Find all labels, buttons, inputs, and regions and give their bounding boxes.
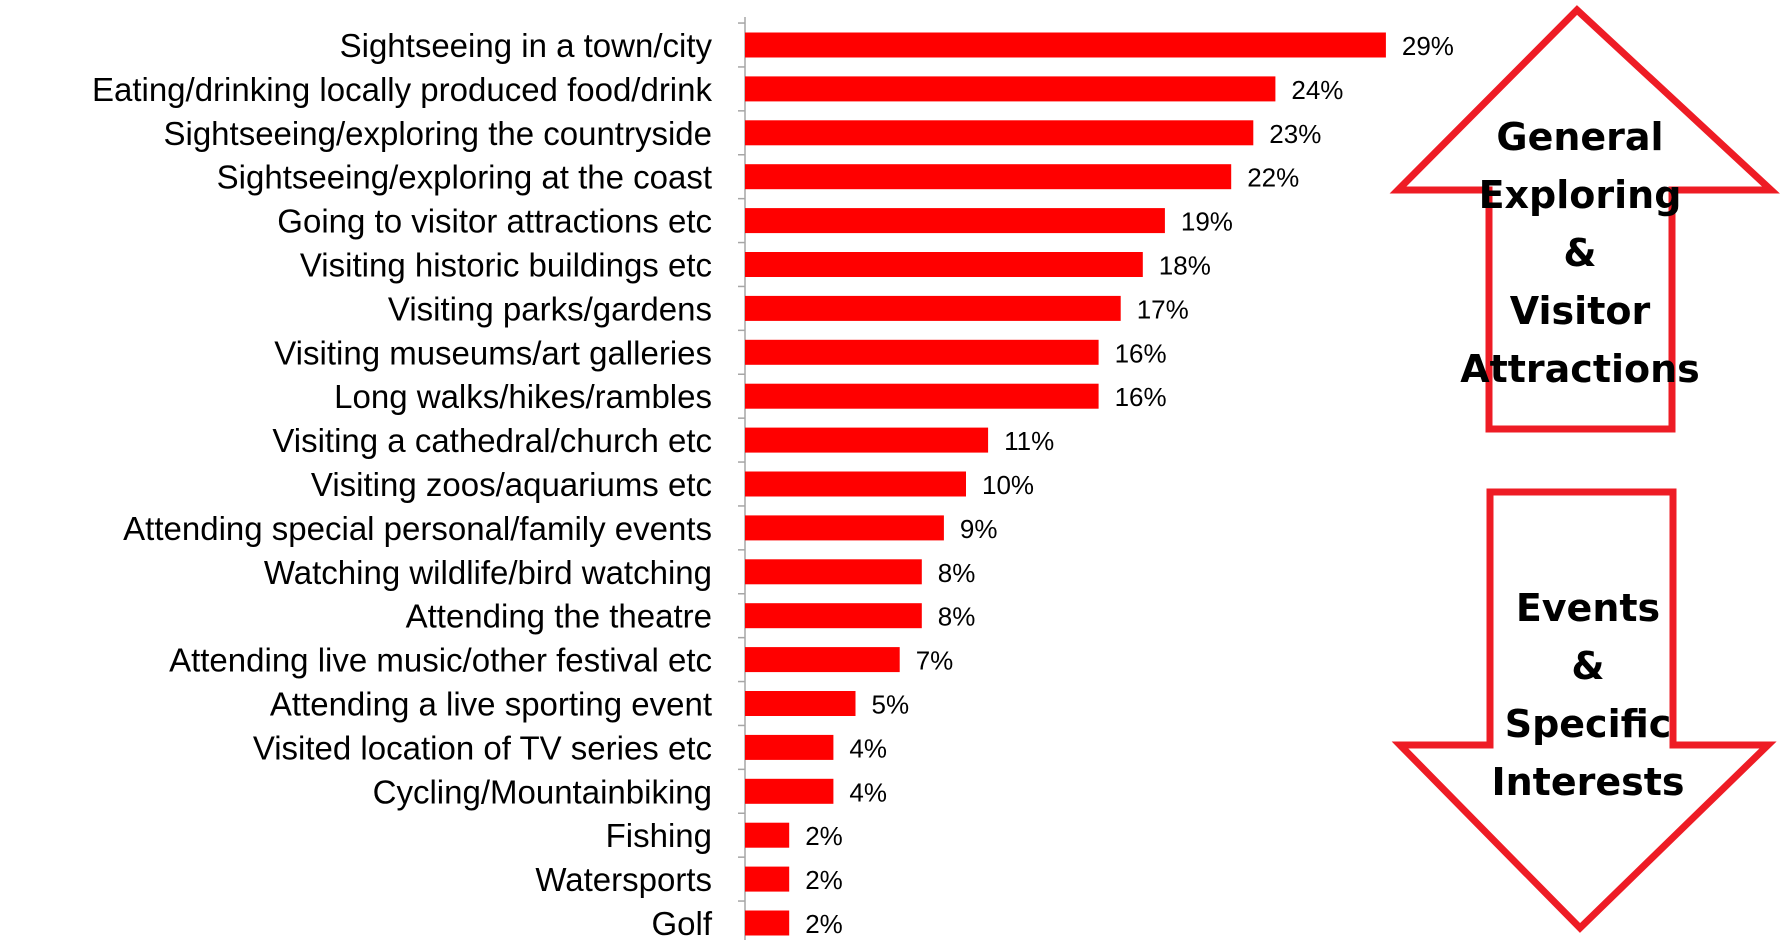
data-label: 10% bbox=[982, 470, 1034, 500]
data-label: 8% bbox=[938, 602, 976, 632]
data-label: 2% bbox=[805, 821, 843, 851]
bar bbox=[745, 691, 856, 716]
bar bbox=[745, 822, 790, 848]
bar bbox=[745, 120, 1254, 146]
bar bbox=[745, 427, 989, 453]
category-label: Watersports bbox=[535, 861, 712, 898]
arrow-text-line: Events bbox=[1516, 586, 1660, 630]
data-label: 11% bbox=[1004, 426, 1054, 456]
category-label: Visiting parks/gardens bbox=[388, 290, 712, 327]
bar bbox=[745, 208, 1165, 234]
data-label: 7% bbox=[916, 646, 954, 676]
category-label: Eating/drinking locally produced food/dr… bbox=[92, 71, 713, 108]
arrow-text-line: Specific bbox=[1505, 702, 1672, 746]
data-label: 29% bbox=[1402, 31, 1454, 61]
category-labels: Sightseeing in a town/city Eating/drinkin… bbox=[92, 27, 713, 940]
bar bbox=[745, 76, 1276, 102]
bar bbox=[745, 164, 1232, 190]
category-label: Attending special personal/family events bbox=[123, 510, 712, 547]
data-label: 16% bbox=[1115, 338, 1167, 368]
bar bbox=[745, 866, 790, 892]
arrow-text-line: Exploring bbox=[1479, 173, 1682, 217]
category-label: Attending a live sporting event bbox=[270, 686, 712, 723]
bar bbox=[745, 383, 1099, 409]
category-label: Going to visitor attractions etc bbox=[277, 203, 712, 240]
bar bbox=[745, 339, 1099, 365]
data-label: 19% bbox=[1181, 207, 1233, 237]
category-label: Attending the theatre bbox=[406, 598, 712, 635]
category-label: Visiting museums/art galleries bbox=[274, 334, 712, 371]
bar bbox=[745, 734, 834, 760]
events-specific-interests-down-arrow: Events & Specific Interests bbox=[1391, 488, 1777, 933]
arrow-text-line: & bbox=[1571, 644, 1604, 688]
arrow-text-line: & bbox=[1563, 231, 1596, 275]
arrow-text-line: Visitor bbox=[1510, 289, 1651, 333]
axis-layer bbox=[738, 17, 746, 940]
data-label: 2% bbox=[805, 865, 843, 895]
bar bbox=[745, 515, 944, 541]
general-exploring-up-arrow: General Exploring & Visitor Attractions bbox=[1389, 5, 1780, 433]
bar bbox=[745, 252, 1143, 277]
data-label: 17% bbox=[1137, 294, 1189, 324]
category-label: Visited location of TV series etc bbox=[253, 729, 712, 766]
bar bbox=[745, 603, 922, 629]
data-label: 9% bbox=[960, 514, 998, 544]
category-label: Golf bbox=[651, 905, 712, 940]
data-label: 23% bbox=[1269, 119, 1321, 149]
bar bbox=[745, 559, 922, 585]
category-label: Sightseeing/exploring at the coast bbox=[217, 159, 712, 196]
category-label: Cycling/Mountainbiking bbox=[373, 773, 712, 810]
value-labels: 29% 24% 23% 22% 19% 18% 17% 16% 16% 11% 10% 9% 8% 8% 7… bbox=[805, 31, 1454, 939]
bar bbox=[745, 295, 1121, 321]
bar bbox=[745, 910, 790, 936]
data-label: 24% bbox=[1291, 75, 1343, 105]
bars-layer bbox=[745, 32, 1386, 936]
category-label: Sightseeing/exploring the countryside bbox=[163, 115, 712, 152]
arrow-text-line: Interests bbox=[1491, 760, 1684, 804]
data-label: 2% bbox=[805, 909, 843, 939]
data-label: 18% bbox=[1159, 251, 1211, 281]
bar bbox=[745, 647, 900, 673]
category-label: Attending live music/other festival etc bbox=[169, 642, 712, 679]
bar bbox=[745, 778, 834, 804]
data-label: 4% bbox=[849, 777, 887, 807]
category-label: Sightseeing in a town/city bbox=[340, 27, 713, 64]
data-label: 5% bbox=[872, 690, 910, 720]
up-arrow-shape bbox=[1389, 5, 1780, 433]
category-label: Long walks/hikes/rambles bbox=[334, 378, 712, 415]
arrow-text-line: General bbox=[1496, 115, 1663, 159]
data-label: 22% bbox=[1247, 163, 1299, 193]
category-label: Visiting a cathedral/church etc bbox=[272, 422, 712, 459]
bar bbox=[745, 32, 1386, 58]
bar bbox=[745, 471, 966, 497]
data-label: 16% bbox=[1115, 382, 1167, 412]
category-label: Visiting historic buildings etc bbox=[300, 247, 712, 284]
data-label: 4% bbox=[849, 733, 887, 763]
data-label: 8% bbox=[938, 558, 976, 588]
arrow-text-line: Attractions bbox=[1460, 347, 1700, 391]
category-label: Visiting zoos/aquariums etc bbox=[311, 466, 712, 503]
down-arrow-shape bbox=[1391, 488, 1777, 933]
category-label: Watching wildlife/bird watching bbox=[264, 554, 712, 591]
category-label: Fishing bbox=[606, 817, 712, 854]
